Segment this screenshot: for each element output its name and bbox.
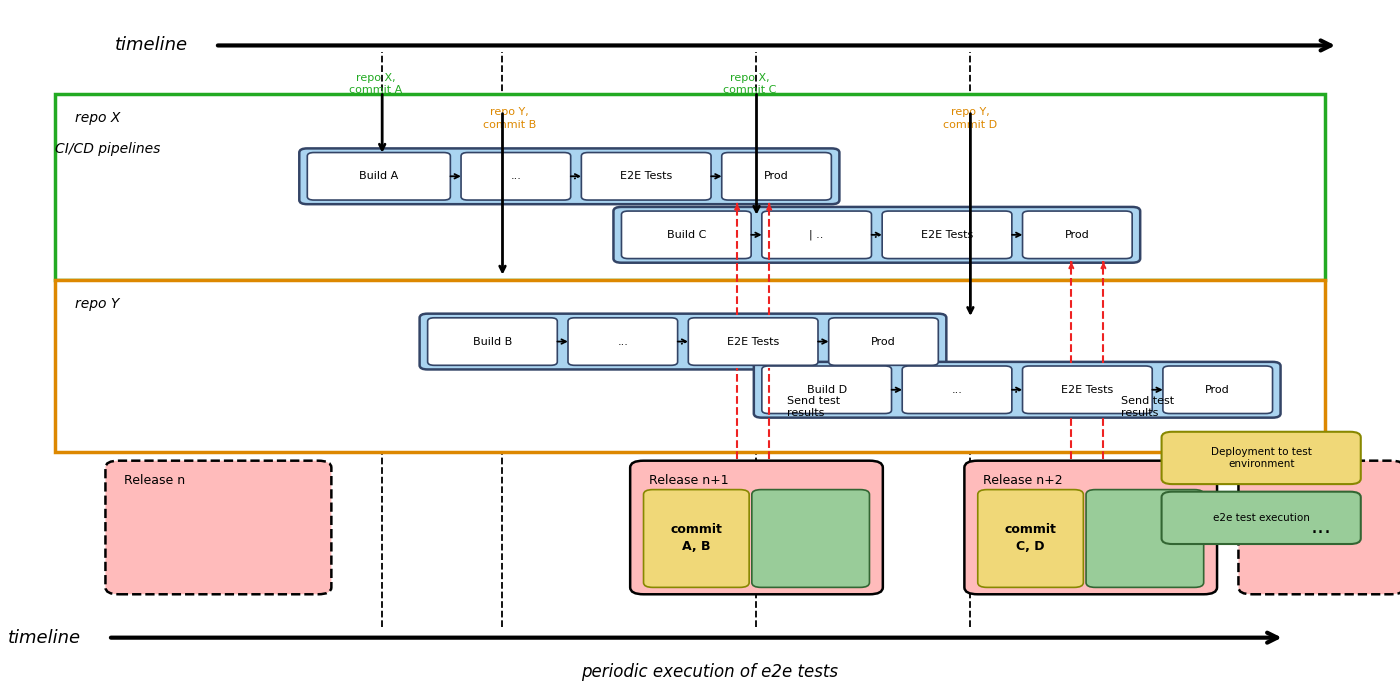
Text: repo X,
commit C: repo X, commit C	[724, 73, 777, 95]
Text: repo X,
commit A: repo X, commit A	[349, 73, 402, 95]
Text: commit
A, B: commit A, B	[671, 524, 722, 553]
Text: ...: ...	[511, 171, 521, 181]
FancyBboxPatch shape	[300, 148, 840, 204]
FancyBboxPatch shape	[622, 211, 752, 259]
Text: ...: ...	[617, 337, 629, 346]
Text: Prod: Prod	[764, 171, 790, 181]
Text: Release n+2: Release n+2	[983, 475, 1063, 487]
Text: Build C: Build C	[666, 230, 706, 240]
FancyBboxPatch shape	[977, 490, 1084, 587]
FancyBboxPatch shape	[630, 461, 883, 594]
FancyBboxPatch shape	[461, 152, 571, 200]
FancyBboxPatch shape	[689, 318, 818, 365]
FancyBboxPatch shape	[762, 211, 871, 259]
FancyBboxPatch shape	[882, 211, 1012, 259]
FancyBboxPatch shape	[1239, 461, 1400, 594]
FancyBboxPatch shape	[420, 314, 946, 369]
Text: E2E Tests: E2E Tests	[727, 337, 780, 346]
Text: Send test
results: Send test results	[1121, 396, 1175, 418]
FancyBboxPatch shape	[762, 366, 892, 413]
Text: Deployment to test
environment: Deployment to test environment	[1211, 446, 1312, 469]
FancyBboxPatch shape	[753, 362, 1281, 417]
Text: repo X: repo X	[74, 111, 120, 125]
Text: timeline: timeline	[8, 629, 81, 647]
Text: CI/CD pipelines: CI/CD pipelines	[55, 141, 160, 156]
FancyBboxPatch shape	[568, 318, 678, 365]
Text: repo Y,
commit B: repo Y, commit B	[483, 108, 536, 130]
FancyBboxPatch shape	[1163, 366, 1273, 413]
FancyBboxPatch shape	[752, 490, 869, 587]
Text: Send test
results: Send test results	[787, 396, 840, 418]
Text: E2E Tests: E2E Tests	[620, 171, 672, 181]
Text: repo Y,
commit D: repo Y, commit D	[944, 108, 997, 130]
Text: ...: ...	[1310, 518, 1331, 538]
Text: Build D: Build D	[806, 385, 847, 395]
FancyBboxPatch shape	[902, 366, 1012, 413]
FancyBboxPatch shape	[965, 461, 1217, 594]
FancyBboxPatch shape	[644, 490, 749, 587]
FancyBboxPatch shape	[105, 461, 332, 594]
Text: E2E Tests: E2E Tests	[1061, 385, 1113, 395]
Text: Build B: Build B	[473, 337, 512, 346]
FancyBboxPatch shape	[722, 152, 832, 200]
Text: | ..: | ..	[809, 230, 823, 240]
Text: commit
C, D: commit C, D	[1005, 524, 1057, 553]
FancyBboxPatch shape	[427, 318, 557, 365]
Text: Prod: Prod	[1065, 230, 1089, 240]
Text: E2E Tests: E2E Tests	[921, 230, 973, 240]
FancyBboxPatch shape	[581, 152, 711, 200]
Text: timeline: timeline	[115, 37, 189, 55]
Text: Prod: Prod	[871, 337, 896, 346]
FancyBboxPatch shape	[1162, 492, 1361, 544]
FancyBboxPatch shape	[829, 318, 938, 365]
Text: ...: ...	[952, 385, 962, 395]
Text: Release n+1: Release n+1	[648, 475, 728, 487]
Text: Release n: Release n	[125, 475, 185, 487]
Text: e2e test execution: e2e test execution	[1212, 513, 1309, 523]
FancyBboxPatch shape	[1162, 432, 1361, 484]
Text: repo Y: repo Y	[74, 297, 119, 310]
Bar	[55, 279, 1324, 452]
FancyBboxPatch shape	[1022, 366, 1152, 413]
FancyBboxPatch shape	[308, 152, 451, 200]
Bar	[55, 94, 1324, 279]
Text: periodic execution of e2e tests: periodic execution of e2e tests	[581, 663, 839, 681]
Text: Build A: Build A	[360, 171, 399, 181]
FancyBboxPatch shape	[613, 207, 1140, 263]
FancyBboxPatch shape	[1086, 490, 1204, 587]
FancyBboxPatch shape	[1022, 211, 1133, 259]
Text: Prod: Prod	[1205, 385, 1231, 395]
